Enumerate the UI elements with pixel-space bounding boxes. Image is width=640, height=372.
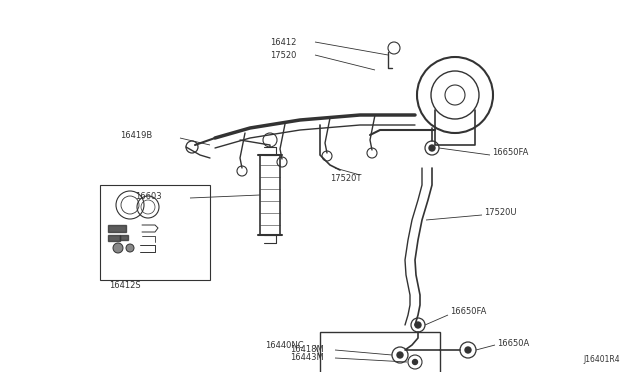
Text: 16412S: 16412S [109,280,141,289]
Circle shape [126,244,134,252]
Bar [108,225,126,232]
Text: 16650FA: 16650FA [450,308,486,317]
Text: 16412: 16412 [270,38,296,46]
Text: 16440NC: 16440NC [265,340,303,350]
Bar [120,235,128,240]
Circle shape [415,322,421,328]
Bar [320,332,440,372]
Text: 17520T: 17520T [330,173,362,183]
Circle shape [397,352,403,358]
Text: 16603: 16603 [135,192,162,201]
Text: 16443M: 16443M [290,353,324,362]
Text: 17520: 17520 [270,51,296,60]
Circle shape [413,359,417,365]
Circle shape [465,347,471,353]
Circle shape [429,145,435,151]
Bar [108,235,120,241]
Text: 16650A: 16650A [497,339,529,347]
Text: 16419B: 16419B [120,131,152,140]
Circle shape [113,243,123,253]
Text: 16418M: 16418M [290,346,324,355]
Bar [100,185,210,280]
Text: 17520U: 17520U [484,208,516,217]
Text: J16401R4: J16401R4 [584,356,620,365]
Text: 16650FA: 16650FA [492,148,529,157]
